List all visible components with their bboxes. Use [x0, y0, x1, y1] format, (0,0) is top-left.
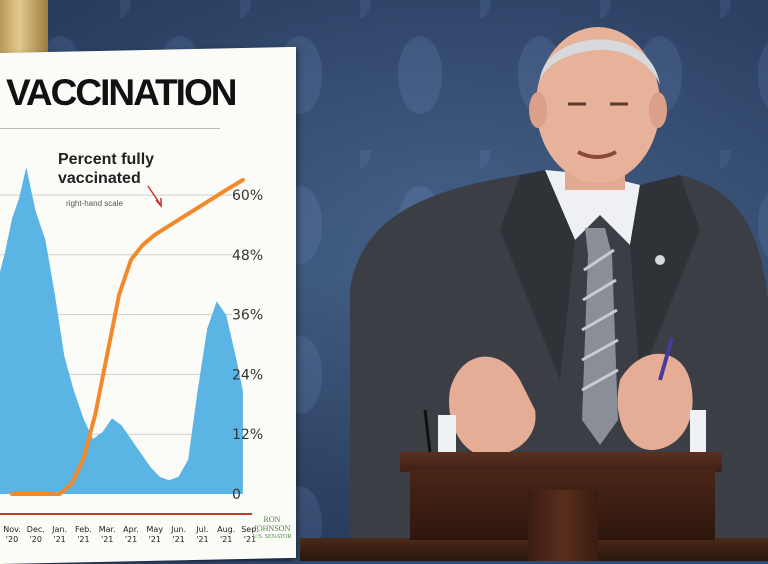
y-tick-label: 0: [232, 487, 241, 503]
tie: [582, 228, 618, 445]
title-divider: [0, 128, 220, 129]
cases-area: [0, 167, 243, 494]
right-cuff: [690, 410, 706, 455]
right-hand: [617, 353, 693, 450]
vaccination-line: [10, 177, 245, 496]
chart: 0 12% 24% 36% 48% 60% Nov. '20 Dec. '20 Jan. '21 Fe…: [0, 167, 263, 544]
head: [536, 27, 660, 183]
y-tick-label: 36%: [232, 308, 263, 324]
logo-line-2: JOHNSON: [253, 524, 291, 533]
x-tick-label: Apr. '21: [123, 525, 139, 544]
vaccination-line-path: [10, 177, 245, 496]
logo-line-1: RON: [263, 515, 281, 524]
right-lapel: [630, 175, 700, 380]
hair: [540, 39, 660, 85]
y-tick-label: 24%: [232, 367, 263, 383]
annotation-sublabel: right-hand scale: [66, 199, 123, 208]
left-lapel: [500, 170, 575, 380]
left-cuff: [438, 415, 456, 460]
podium-top: [400, 452, 722, 472]
x-tick-label: May '21: [147, 525, 164, 544]
logo-line-3: U.S. SENATOR: [252, 534, 292, 540]
y-tick-label: 12%: [232, 427, 263, 443]
cases-area-path: [0, 167, 243, 494]
x-tick-label: Dec. '20: [27, 525, 45, 544]
x-tick-label: Sep. '21: [241, 525, 259, 544]
y-tick-label: 48%: [232, 248, 263, 264]
tie-stripes: [581, 248, 619, 392]
mouth: [577, 150, 617, 159]
x-tick-label: Jan. '21: [51, 525, 67, 544]
annotation-arrow: [147, 185, 162, 209]
right-ear: [649, 92, 667, 128]
annotation-text: Percent fully vaccinated: [58, 151, 155, 187]
podium-column: [528, 490, 598, 561]
pen: [658, 337, 674, 381]
right-axis-ticks: 0 12% 24% 36% 48% 60%: [232, 188, 263, 503]
x-tick-label: Nov. '20: [3, 525, 21, 544]
lapel-pin: [655, 255, 665, 265]
annotation-label: Percent fully vaccinated: [58, 150, 168, 188]
x-tick-label: Feb. '21: [75, 525, 92, 544]
x-tick-label: Mar. '21: [99, 525, 116, 544]
x-tick-label: Aug. '21: [217, 525, 235, 544]
left-ear: [529, 92, 547, 128]
x-axis-ticks: Nov. '20 Dec. '20 Jan. '21 Feb. '21 Mar. '21 Apr. '…: [3, 525, 259, 544]
senator-logo: RON JOHNSON U.S. SENATOR: [250, 515, 294, 555]
x-tick-label: Jul. '21: [195, 525, 208, 544]
x-tick-label: Jun. '21: [170, 525, 186, 544]
chart-title: VACCINATION: [6, 72, 237, 113]
left-hand: [449, 356, 536, 456]
y-tick-label: 60%: [232, 188, 263, 204]
